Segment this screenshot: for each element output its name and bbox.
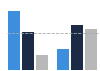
Bar bbox=[22, 32, 34, 70]
Bar bbox=[57, 49, 69, 70]
Bar bbox=[71, 25, 83, 70]
Bar bbox=[85, 29, 97, 70]
Bar bbox=[36, 55, 48, 70]
Bar bbox=[8, 11, 20, 70]
